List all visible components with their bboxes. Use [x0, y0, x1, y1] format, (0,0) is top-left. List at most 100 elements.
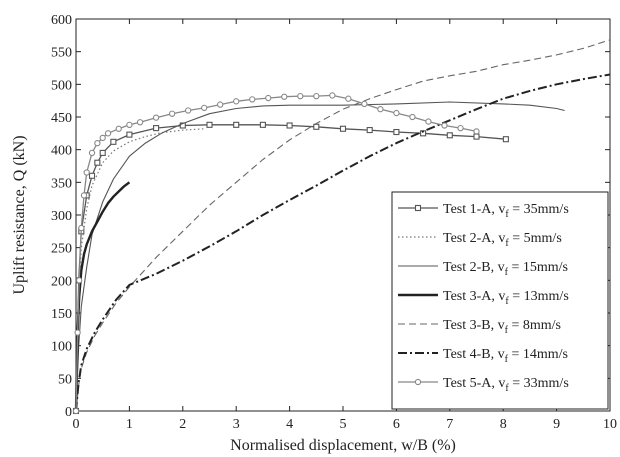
data-point	[78, 224, 85, 232]
legend-item: Test 4-B, vf = 14mm/s	[398, 347, 568, 365]
x-tick-label: 4	[286, 417, 293, 432]
data-point	[99, 149, 106, 156]
x-tick-label: 5	[340, 417, 347, 432]
series-line	[75, 128, 205, 412]
x-tick-label: 2	[179, 417, 186, 432]
data-point	[339, 125, 347, 132]
series-test-5-a-v	[72, 92, 480, 415]
series-line	[75, 94, 477, 412]
legend-label: Test 2-A, vf = 5mm/s	[443, 231, 562, 249]
series-line	[75, 101, 565, 412]
legend-label: Test 5-A, vf = 33mm/s	[443, 376, 569, 394]
data-point	[265, 94, 272, 102]
series-layer	[72, 39, 611, 415]
data-point	[409, 113, 416, 121]
legend-box	[391, 191, 609, 410]
data-point	[168, 110, 176, 117]
y-tick-label: 400	[51, 144, 72, 159]
x-tick-label: 1	[126, 417, 133, 432]
y-axis-label: Uplift resistance, Q (kN)	[11, 135, 28, 294]
legend-marker	[414, 378, 422, 386]
y-tick-label: 50	[58, 372, 72, 387]
series-test-4-b-v	[75, 73, 611, 412]
y-tick-label: 150	[51, 307, 72, 322]
series-test-3-b-v	[75, 39, 611, 412]
series-line	[74, 181, 131, 412]
data-point	[281, 93, 288, 100]
data-point	[313, 92, 320, 100]
data-point	[259, 121, 266, 128]
data-point	[473, 133, 480, 140]
data-point	[425, 118, 432, 125]
data-point	[72, 407, 80, 415]
legend-item: Test 3-B, vf = 8mm/s	[398, 318, 561, 336]
data-point	[110, 138, 117, 145]
legend-label: Test 1-A, vf = 35mm/s	[443, 202, 569, 220]
data-point	[126, 131, 133, 138]
data-point	[217, 101, 224, 108]
series-test-3-a-v	[74, 181, 131, 412]
x-tick-label: 8	[500, 417, 507, 432]
data-point	[94, 159, 101, 166]
data-point	[104, 130, 112, 137]
data-point	[83, 169, 90, 176]
x-tick-label: 10	[603, 417, 617, 432]
x-tick-label: 0	[73, 417, 80, 432]
series-test-2-b-v	[75, 101, 565, 412]
data-point	[76, 277, 83, 284]
data-point	[393, 128, 400, 136]
y-tick-label: 350	[51, 176, 72, 191]
series-line	[75, 39, 611, 412]
y-tick-label: 250	[51, 242, 72, 257]
data-point	[457, 124, 464, 132]
legend-label: Test 2-B, vf = 15mm/s	[443, 260, 568, 278]
y-tick-label: 200	[51, 274, 72, 289]
legend: Test 1-A, vf = 35mm/s Test 2-A, vf = 5mm/…	[391, 191, 609, 410]
data-point	[201, 104, 208, 112]
data-point	[297, 92, 304, 100]
data-point	[74, 329, 81, 336]
y-tick-label: 600	[51, 13, 72, 28]
data-point	[88, 149, 96, 157]
y-tick-label: 500	[51, 78, 72, 93]
x-axis-label: Normalised displacement, w/B (%)	[230, 437, 456, 454]
y-tick-label: 450	[51, 111, 72, 126]
series-test-1-a-v	[72, 121, 509, 415]
data-point	[233, 121, 240, 128]
y-tick-label: 550	[51, 46, 72, 61]
legend-item: Test 5-A, vf = 33mm/s	[398, 376, 569, 394]
y-tick-label: 100	[51, 340, 72, 355]
y-tick-label: 0	[65, 405, 72, 420]
data-point	[446, 132, 453, 139]
data-point	[286, 122, 293, 129]
legend-item: Test 2-A, vf = 5mm/s	[398, 231, 562, 249]
data-point	[345, 95, 352, 102]
series-line	[75, 73, 611, 412]
data-point	[361, 100, 368, 108]
x-tick-label: 6	[393, 417, 400, 432]
legend-item: Test 3-A, vf = 13mm/s	[398, 289, 569, 307]
data-point	[377, 106, 384, 113]
data-point	[249, 96, 256, 103]
data-point	[99, 134, 106, 142]
data-point	[88, 172, 96, 179]
x-tick-label: 7	[446, 417, 453, 432]
data-point	[136, 119, 144, 126]
data-point	[233, 98, 240, 105]
data-point	[94, 139, 101, 147]
legend-label: Test 4-B, vf = 14mm/s	[443, 347, 568, 365]
data-point	[206, 121, 213, 128]
legend-label: Test 3-A, vf = 13mm/s	[443, 289, 569, 307]
legend-marker	[414, 204, 422, 212]
data-point	[329, 92, 336, 99]
data-point	[80, 192, 88, 199]
data-point	[366, 127, 373, 134]
data-point	[153, 125, 160, 132]
x-tick-label: 3	[233, 417, 240, 432]
data-point	[473, 128, 480, 135]
legend-label: Test 3-B, vf = 8mm/s	[443, 318, 561, 336]
legend-item: Test 2-B, vf = 15mm/s	[398, 260, 568, 278]
series-test-2-a-v	[75, 128, 205, 412]
legend-item: Test 1-A, vf = 35mm/s	[398, 202, 569, 220]
